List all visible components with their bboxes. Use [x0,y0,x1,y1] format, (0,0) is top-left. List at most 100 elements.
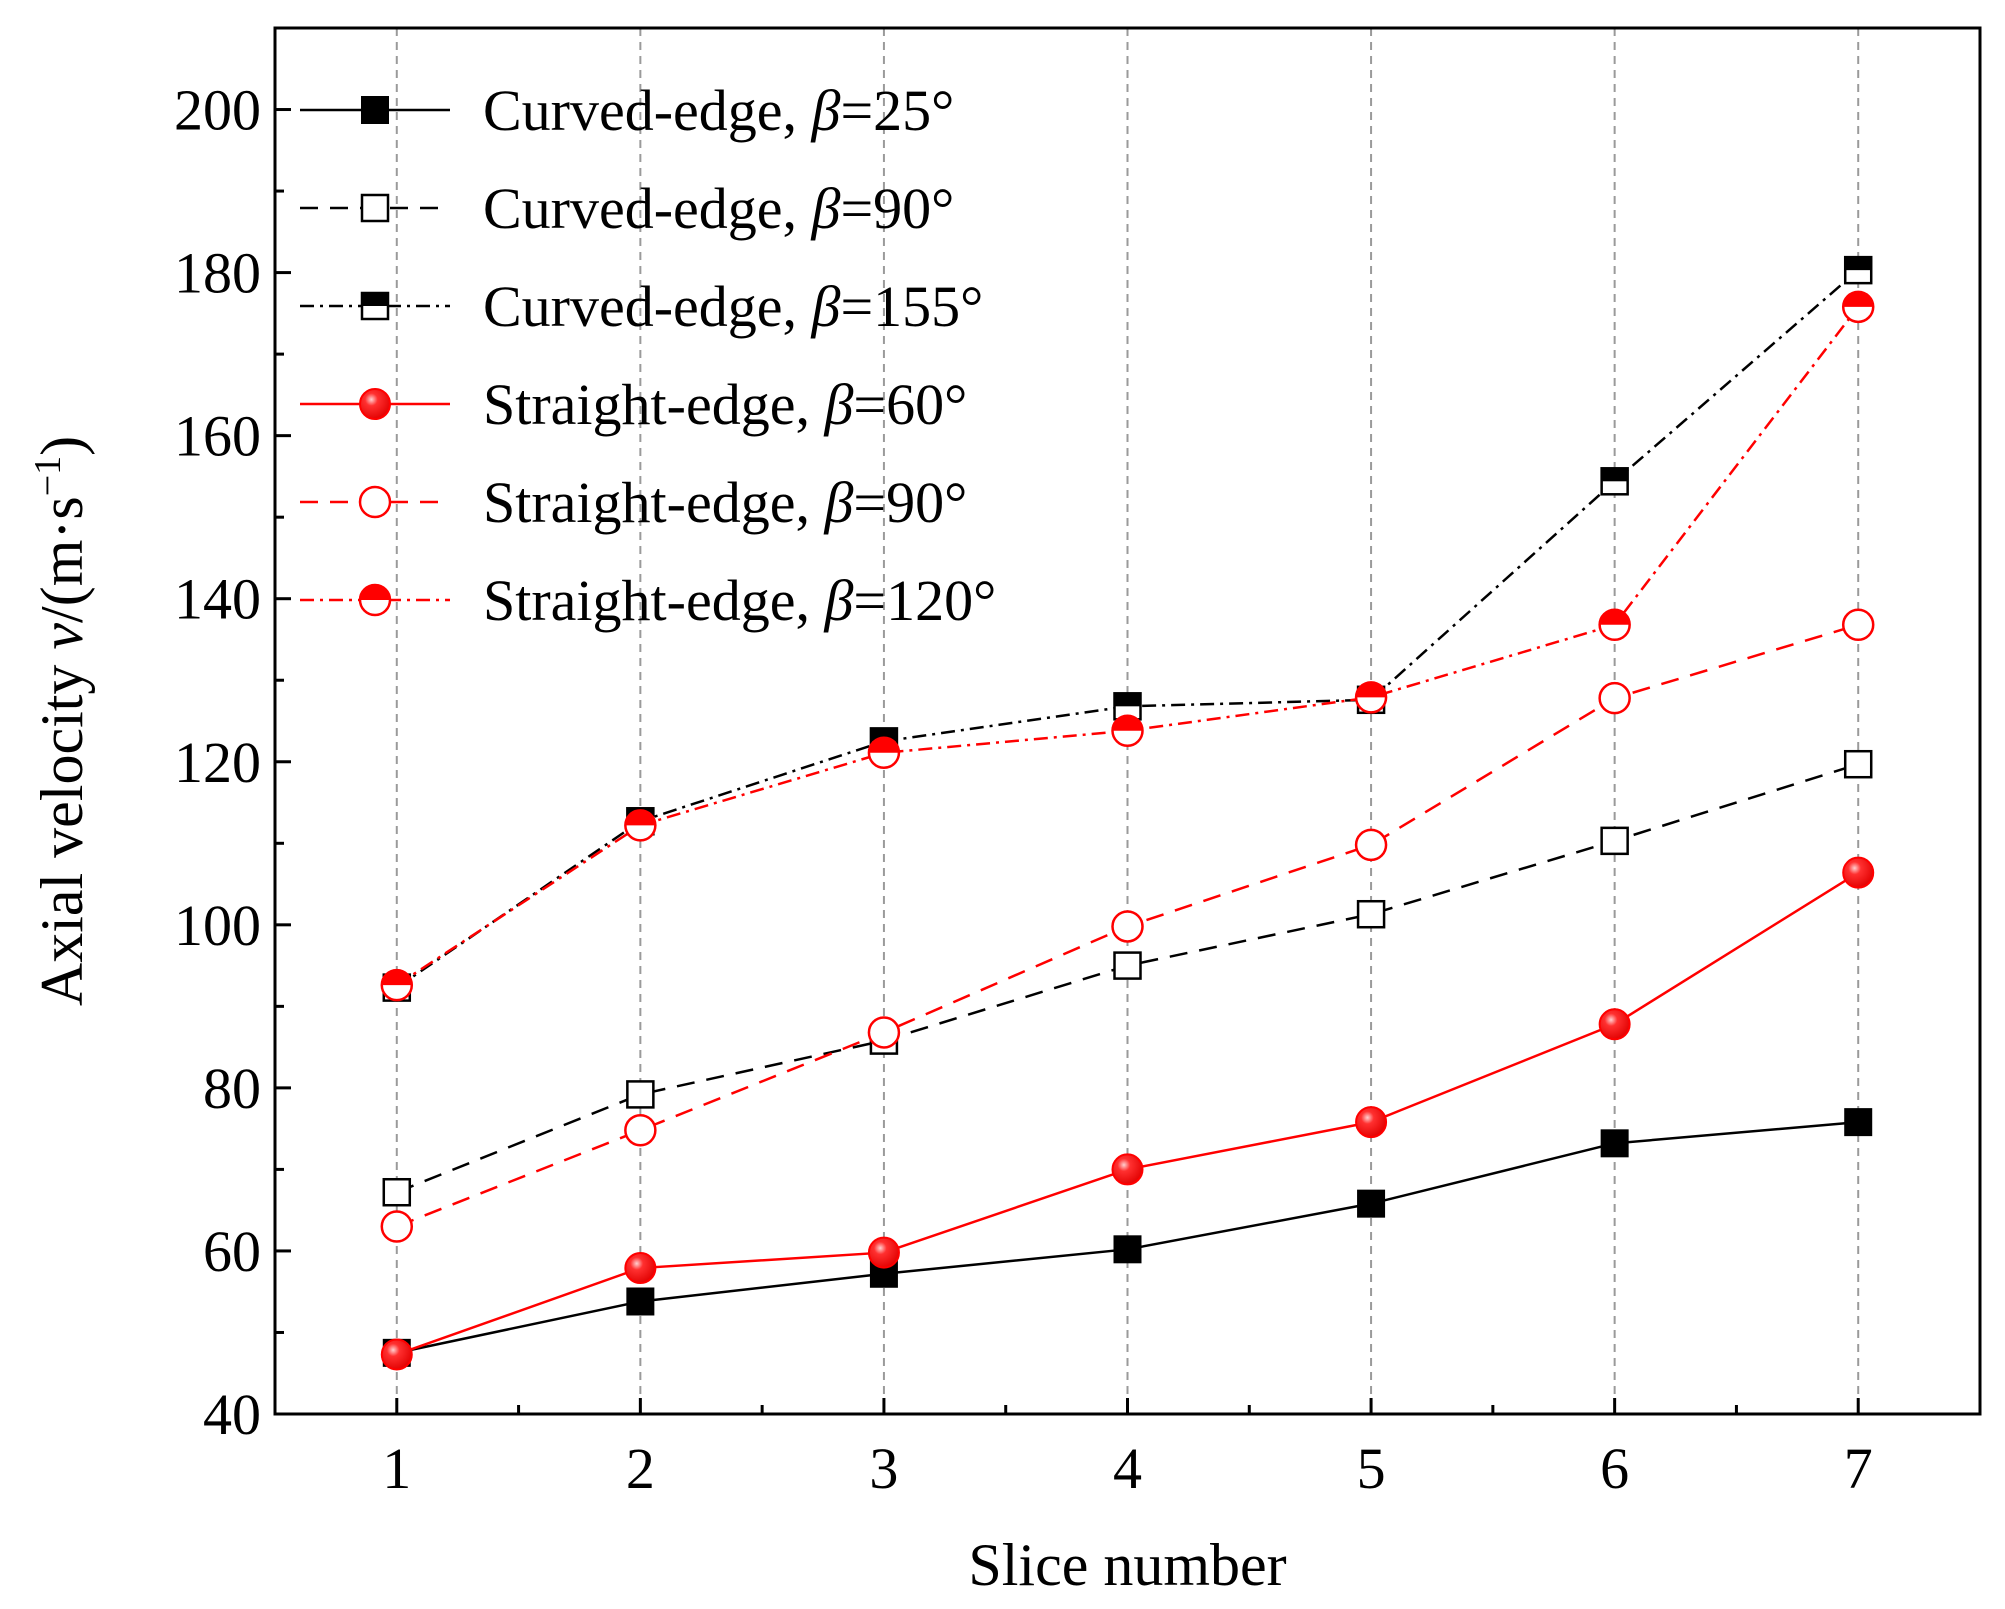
data-point [1598,681,1631,715]
x-tick-label: 7 [1844,1436,1873,1501]
data-point [626,1287,655,1316]
legend-label-beta: β [823,470,853,535]
y-tick-label: 180 [174,241,261,306]
legend-label: Curved-edge, β=155° [483,274,983,339]
marker-square [1357,1189,1386,1218]
data-point [380,968,414,1002]
data-point [1113,1235,1142,1264]
marker-square-half [1845,257,1872,271]
legend-label-beta: β [811,176,841,241]
data-point [1600,1129,1629,1158]
legend-label-name: Curved-edge, [483,176,812,241]
marker-circle [358,485,392,519]
marker-circle [1354,828,1388,862]
legend-label-value: =25° [840,78,954,143]
marker-square [1113,951,1142,980]
data-point [1355,1106,1388,1139]
data-point [1111,714,1144,748]
legend-label-beta: β [823,568,853,633]
legend-label: Curved-edge, β=25° [483,78,954,143]
data-point [1841,290,1875,324]
marker-circle-half [360,585,390,600]
data-point [624,1114,657,1147]
series-6 [380,290,1875,1002]
series-2 [382,749,1873,1207]
legend-marker [360,291,390,321]
marker-circle [624,1252,657,1285]
legend-label-name: Straight-edge, [483,568,824,633]
marker-circle-half [381,970,412,986]
legend-marker [358,583,392,617]
legend-entry-3: Curved-edge, β=155° [300,274,983,339]
legend-label-name: Straight-edge, [483,372,824,437]
series-layer [380,255,1875,1371]
data-point [1356,899,1386,929]
legend-entry-1: Curved-edge, β=25° [300,78,954,143]
marker-circle [1598,681,1631,715]
marker-square [1600,826,1629,856]
series-4 [380,856,1875,1371]
y-tick-label: 60 [203,1219,261,1284]
legend-marker [361,96,389,124]
marker-square-half [1114,693,1141,707]
data-point [1354,681,1388,714]
y-axis-title-prefix: Axial velocity [29,650,95,1007]
legend-label-name: Curved-edge, [483,274,812,339]
y-tick-label: 80 [203,1056,261,1121]
x-tick-label: 6 [1600,1436,1629,1501]
marker-circle [1355,1106,1388,1139]
legend: Curved-edge, β=25°Curved-edge, β=90°Curv… [300,78,996,633]
marker-circle-half [1599,609,1630,625]
marker-square [382,1177,412,1207]
legend-marker [359,388,391,420]
marker-circle-half [1356,682,1387,698]
series-1 [382,1108,1873,1367]
data-point [1600,826,1629,856]
marker-square [1356,899,1386,929]
data-point [382,1177,412,1207]
data-point [1113,951,1142,980]
data-point [867,1236,900,1269]
legend-label-value: =90° [840,176,954,241]
legend-label: Straight-edge, β=120° [483,568,996,633]
legend-marker [358,485,392,519]
legend-label-name: Curved-edge, [483,78,812,143]
y-tick-label: 100 [174,893,261,958]
data-point [624,1252,657,1285]
legend-entry-4: Straight-edge, β=60° [300,372,967,437]
series-5 [380,608,1875,1243]
x-axis-title: Slice number [968,1532,1286,1598]
data-point [1842,856,1875,889]
legend-label-value: =90° [853,470,967,535]
marker-circle [867,1236,900,1269]
data-point [624,809,657,842]
data-point [626,1080,655,1109]
legend-label-beta: β [811,78,841,143]
marker-circle-half [1112,715,1143,731]
data-point [867,1016,901,1049]
legend-label-beta: β [823,372,853,437]
data-point [1598,1008,1631,1041]
y-axis-title-exponent: −1 [27,456,69,496]
x-tick-label: 5 [1357,1436,1386,1501]
marker-square [361,96,389,124]
data-point [1843,255,1873,285]
marker-square-half [1601,468,1628,482]
marker-circle [1111,910,1144,943]
y-axis-title-var: v [29,623,95,650]
legend-entry-6: Straight-edge, β=120° [300,568,996,633]
y-tick-label: 200 [174,78,261,143]
marker-square [626,1287,655,1316]
y-tick-label: 140 [174,567,261,632]
marker-circle-half [1843,291,1874,307]
data-point [1111,1153,1144,1186]
marker-square [1843,749,1873,779]
data-point [1600,467,1629,496]
marker-circle [359,388,391,420]
legend-label: Curved-edge, β=90° [483,176,954,241]
legend-marker [360,193,390,223]
data-point [380,1338,413,1371]
marker-circle [1842,856,1875,889]
legend-label: Straight-edge, β=90° [483,470,967,535]
